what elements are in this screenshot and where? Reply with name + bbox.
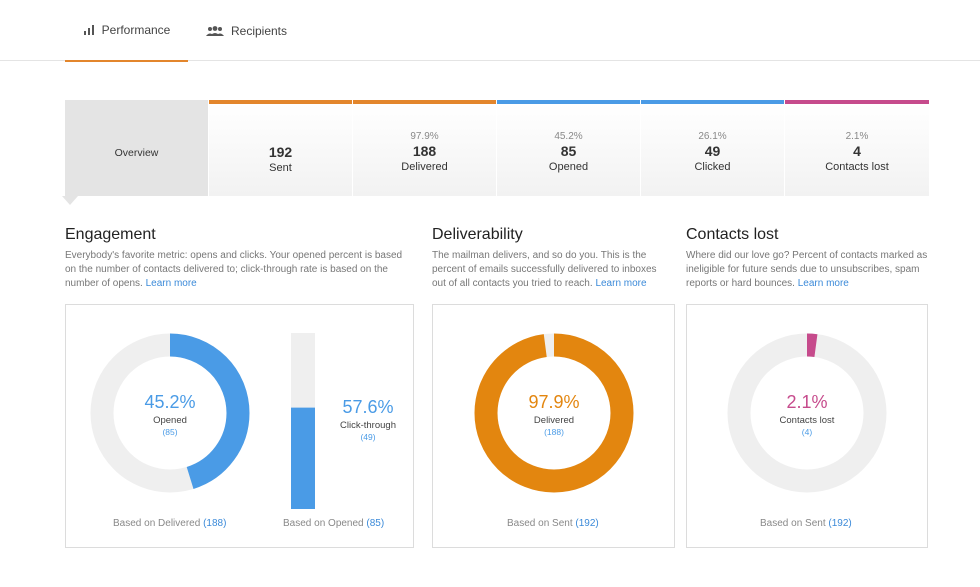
delivered-center-text: 97.9% Delivered (188) [504,392,604,437]
click-through-pct: 57.6% [342,397,394,417]
based-on-opened: Based on Opened (85) [283,518,384,529]
click-through-count: (49) [360,432,376,442]
based-on-delivered-text: Based on Delivered [113,518,201,529]
deliverability-desc-text: The mailman delivers, and so do you. Thi… [432,250,657,289]
lost-value: 4 [853,143,861,159]
stat-clicked[interactable]: 26.1% 49 Clicked [641,100,784,196]
contacts-lost-donut [727,333,887,493]
deliverability-desc: The mailman delivers, and so do you. Thi… [432,249,668,291]
engagement-learn-more-link[interactable]: Learn more [145,278,197,289]
lost-pct: 2.1% [845,131,869,142]
delivered-pct: 97.9% [410,131,439,142]
click-through-label: Click-through [340,420,396,431]
tab-performance-label: Performance [101,23,171,37]
based-on-delivered: Based on Delivered (188) [113,518,226,529]
contacts-lost-card: 2.1% Contacts lost (4) Based on Sent (19… [686,304,928,548]
contacts-lost-title: Contacts lost [686,226,779,243]
deliverability-title: Deliverability [432,226,523,243]
engagement-title: Engagement [65,226,156,243]
opened-donut [90,333,250,493]
based-on-opened-value[interactable]: (85) [366,518,385,529]
contacts-lost-based-value[interactable]: (192) [828,518,852,529]
tab-recipients-label: Recipients [230,23,288,38]
contacts-lost-based-text: Based on Sent [760,518,826,529]
engagement-desc-text: Everybody's favorite metric: opens and c… [65,250,403,289]
report-tabs: Performance Recipients [0,0,980,62]
lost-center-count: (4) [801,427,813,437]
sent-value: 192 [268,144,293,160]
delivered-center-count: (188) [544,427,564,437]
overview-pointer [62,196,78,205]
engagement-card: 45.2% Opened (85) 57.6% Click-through (4… [65,304,414,548]
clicked-pct: 26.1% [698,131,727,142]
stat-overview[interactable]: Overview [65,100,208,196]
contacts-lost-desc: Where did our love go? Percent of contac… [686,249,932,291]
stat-contacts-lost[interactable]: 2.1% 4 Contacts lost [785,100,929,196]
bar-chart-icon [83,25,95,35]
people-icon [205,25,224,36]
lost-label: Contacts lost [825,161,889,173]
contacts-lost-based-on-sent: Based on Sent (192) [760,518,852,529]
contacts-lost-chart [727,333,887,493]
stat-opened[interactable]: 45.2% 85 Opened [497,100,640,196]
opened-label: Opened [548,161,589,173]
engagement-desc: Everybody's favorite metric: opens and c… [65,249,415,291]
opened-arc [90,333,250,493]
opened-center-pct: 45.2% [144,392,196,412]
opened-center-label: Opened [153,415,187,426]
opened-center-count: (85) [162,427,178,437]
lost-center-pct: 2.1% [786,392,828,412]
stats-strip: Overview 192 Sent 97.9% 188 Delivered 45… [65,100,929,196]
click-through-bar [291,407,315,509]
contacts-lost-desc-text: Where did our love go? Percent of contac… [686,250,928,289]
deliverability-card: 97.9% Delivered (188) Based on Sent (192… [432,304,675,548]
contacts-lost-arc [727,333,887,493]
based-on-opened-text: Based on Opened [283,518,364,529]
deliverability-based-on-sent: Based on Sent (192) [507,518,599,529]
click-through-text: 57.6% Click-through (49) [332,397,404,442]
delivered-arc [474,333,634,493]
contacts-lost-learn-more-link[interactable]: Learn more [797,278,849,289]
stat-sent[interactable]: 192 Sent [209,100,352,196]
opened-pct: 45.2% [554,131,583,142]
stat-delivered[interactable]: 97.9% 188 Delivered [353,100,496,196]
delivered-value: 188 [412,143,437,159]
lost-center-label: Contacts lost [779,415,835,426]
deliverability-chart [474,333,634,493]
clicked-label: Clicked [694,161,731,173]
deliverability-learn-more-link[interactable]: Learn more [595,278,647,289]
deliverability-based-value[interactable]: (192) [575,518,599,529]
based-on-delivered-value[interactable]: (188) [203,518,227,529]
delivered-center-pct: 97.9% [528,392,580,412]
tab-recipients[interactable]: Recipients [190,0,303,61]
clicked-value: 49 [704,143,721,159]
engagement-chart [90,333,315,509]
delivered-donut [474,333,634,493]
deliverability-based-text: Based on Sent [507,518,573,529]
lost-center-text: 2.1% Contacts lost (4) [757,392,857,437]
opened-center-text: 45.2% Opened (85) [120,392,220,437]
opened-value: 85 [560,143,577,159]
overview-label: Overview [114,147,159,159]
tab-performance[interactable]: Performance [65,0,188,62]
sent-label: Sent [269,162,292,174]
delivered-label: Delivered [401,161,448,173]
delivered-center-label: Delivered [533,415,575,426]
